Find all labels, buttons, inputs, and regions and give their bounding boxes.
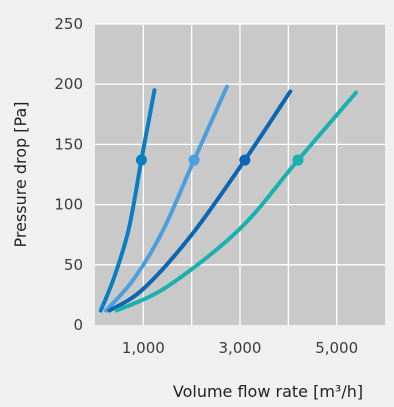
series-marker-3 [239,154,251,166]
y-axis-ticks: 0 50 100 150 200 250 [54,15,83,334]
x-tick-label: 3,000 [219,339,262,357]
y-tick-label: 100 [54,196,83,214]
y-tick-label: 50 [64,256,83,274]
series-marker-2 [188,154,200,166]
series-line-3 [107,89,293,313]
series-line-2 [104,84,229,313]
series-line-1 [98,88,157,313]
y-axis-title: Pressure drop [Pa] [11,101,30,247]
series-line-4 [114,90,358,313]
series-layer [98,84,358,313]
series-marker-1 [135,154,147,166]
x-tick-label: 5,000 [315,339,358,357]
y-tick-label: 200 [54,75,83,93]
y-tick-label: 250 [54,15,83,33]
y-tick-label: 0 [73,316,83,334]
x-axis-ticks: 1,000 3,000 5,000 [122,339,358,357]
series-marker-4 [292,154,304,166]
y-tick-label: 150 [54,135,83,153]
x-axis-title: Volume flow rate [m³/h] [173,382,363,401]
x-tick-label: 1,000 [122,339,165,357]
